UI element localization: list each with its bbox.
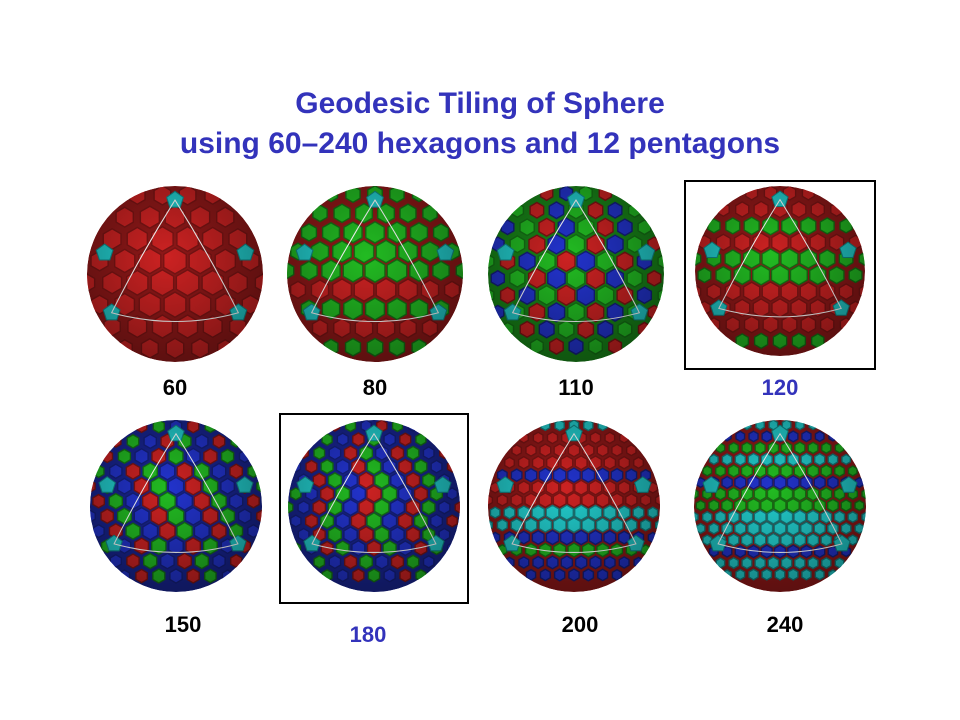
label-180: 180 bbox=[349, 622, 387, 647]
label-60: 60 bbox=[162, 375, 188, 400]
sphere-150 bbox=[90, 420, 262, 592]
label-80: 80 bbox=[362, 375, 388, 400]
sphere-240 bbox=[694, 420, 866, 592]
sphere-120 bbox=[695, 186, 865, 356]
title-line-1: Geodesic Tiling of Sphere bbox=[295, 87, 665, 120]
label-120: 120 bbox=[761, 375, 799, 400]
sphere-110 bbox=[488, 186, 664, 362]
figure-title: Geodesic Tiling of Sphere using 60–240 h… bbox=[0, 84, 960, 164]
label-110: 110 bbox=[558, 375, 594, 400]
sphere-180 bbox=[288, 420, 460, 592]
label-240: 240 bbox=[766, 612, 804, 637]
label-150: 150 bbox=[164, 612, 202, 637]
highlight-frame-120 bbox=[684, 180, 876, 370]
label-200: 200 bbox=[561, 612, 599, 637]
sphere-200 bbox=[488, 420, 660, 592]
highlight-frame-180 bbox=[279, 413, 469, 604]
title-line-2: using 60–240 hexagons and 12 pentagons bbox=[179, 127, 781, 160]
sphere-60 bbox=[87, 186, 263, 362]
sphere-80 bbox=[287, 186, 463, 362]
